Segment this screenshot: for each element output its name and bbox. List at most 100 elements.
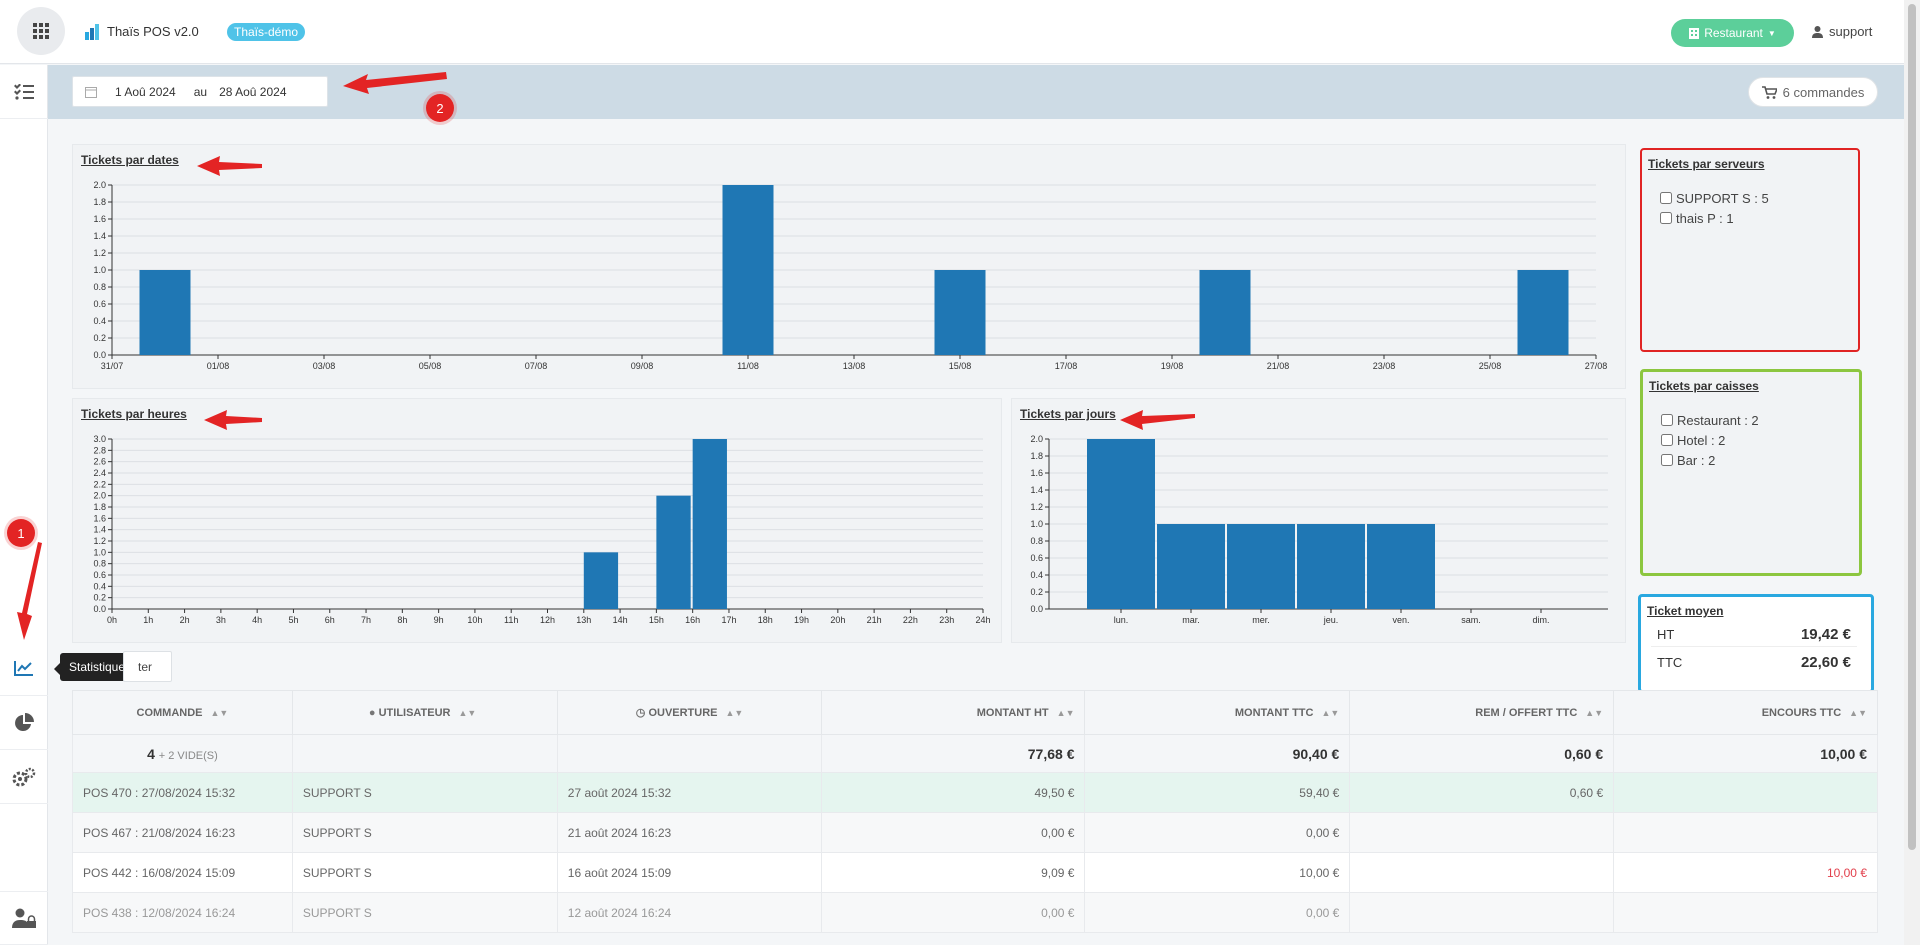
y-tick-label: 2.8 <box>93 445 106 455</box>
col-commande[interactable]: COMMANDE ▲▼ <box>72 690 293 735</box>
orders-table: COMMANDE ▲▼ ● UTILISATEUR ▲▼ ◷ OUVERTURE ▲▼… <box>72 690 1878 933</box>
ticket-moyen-panel: Ticket moyen HT 19,42 € TTC 22,60 € <box>1638 594 1874 693</box>
x-tick-label: 2h <box>180 615 190 625</box>
caisse-checkbox[interactable] <box>1661 434 1673 446</box>
col-montant-ttc[interactable]: MONTANT TTC ▲▼ <box>1084 690 1351 735</box>
y-tick-label: 0.6 <box>1030 553 1043 563</box>
y-tick-label: 1.2 <box>93 248 106 258</box>
bar <box>656 495 691 609</box>
servers-list: SUPPORT S : 5 thais P : 1 <box>1660 190 1769 230</box>
sort-icon: ▲▼ <box>210 707 229 718</box>
caisse-checkbox[interactable] <box>1661 414 1673 426</box>
x-tick-label: 16h <box>685 615 700 625</box>
x-tick-label: 1h <box>143 615 153 625</box>
x-tick-label: 18h <box>758 615 773 625</box>
ht-label: HT <box>1657 627 1675 642</box>
bar <box>934 270 986 355</box>
x-tick-label: 22h <box>903 615 918 625</box>
date-range-picker[interactable]: 1 Aoû 2024 au 28 Aoû 2024 <box>72 76 328 107</box>
y-tick-label: 1.6 <box>93 513 106 523</box>
x-tick-label: 0h <box>107 615 117 625</box>
col-utilisateur[interactable]: ● UTILISATEUR ▲▼ <box>291 690 558 735</box>
x-tick-label: 13/08 <box>843 361 866 371</box>
x-tick-label: mar. <box>1182 615 1200 625</box>
caisse-item[interactable]: Bar : 2 <box>1661 452 1759 468</box>
server-checkbox[interactable] <box>1660 192 1672 204</box>
y-tick-label: 1.2 <box>1030 502 1043 512</box>
y-tick-label: 1.0 <box>1030 519 1043 529</box>
y-tick-label: 0.6 <box>93 299 106 309</box>
ttc-label: TTC <box>1657 654 1683 670</box>
y-tick-label: 2.4 <box>93 468 106 478</box>
col-montant-ht[interactable]: MONTANT HT ▲▼ <box>820 690 1086 735</box>
y-tick-label: 0.6 <box>93 570 106 580</box>
caisses-list: Restaurant : 2 Hotel : 2 Bar : 2 <box>1661 412 1759 472</box>
page-scrollbar[interactable] <box>1904 0 1920 945</box>
x-tick-label: 7h <box>361 615 371 625</box>
x-tick-label: 24h <box>975 615 990 625</box>
server-item[interactable]: thais P : 1 <box>1660 210 1769 226</box>
bar <box>139 270 191 355</box>
y-tick-label: 1.2 <box>93 536 106 546</box>
table-row[interactable]: POS 442 : 16/08/2024 15:09 SUPPORT S 16 ao… <box>72 852 1878 893</box>
orders-count-button[interactable]: 6 commandes <box>1748 77 1878 107</box>
user-menu[interactable]: support <box>1812 24 1872 39</box>
sort-icon: ▲▼ <box>1585 707 1604 718</box>
chart-dates: 0.0 0.2 0.4 0.6 0.8 1.0 1.2 1.4 1.6 1.8 2.0 31/07 01… <box>93 180 1608 371</box>
y-tick-label: 0.0 <box>93 350 106 360</box>
y-tick-label: 2.0 <box>93 491 106 501</box>
table-row[interactable]: POS 470 : 27/08/2024 15:32 SUPPORT S 27 ao… <box>72 772 1878 813</box>
x-tick-label: 21/08 <box>1267 361 1290 371</box>
chart-line-icon <box>14 661 33 676</box>
col-rem-offert[interactable]: REM / OFFERT TTC ▲▼ <box>1349 690 1615 735</box>
x-tick-label: 27/08 <box>1585 361 1608 371</box>
sidebar <box>0 65 48 945</box>
y-tick-label: 0.0 <box>1030 604 1043 614</box>
table-row[interactable]: POS 438 : 12/08/2024 16:24 SUPPORT S 12 ao… <box>72 892 1878 933</box>
app-title: Thaïs POS v2.0 <box>107 24 199 39</box>
x-tick-label: 6h <box>325 615 335 625</box>
annotation-marker-1: 1 <box>7 519 35 547</box>
x-tick-label: ven. <box>1392 615 1409 625</box>
servers-title: Tickets par serveurs <box>1648 157 1765 171</box>
server-checkbox[interactable] <box>1660 212 1672 224</box>
x-tick-label: 10h <box>467 615 482 625</box>
demo-badge: Thaïs-démo <box>227 23 306 41</box>
y-tick-label: 1.0 <box>93 265 106 275</box>
y-tick-label: 1.6 <box>1030 468 1043 478</box>
chart-title-days: Tickets par jours <box>1020 407 1116 421</box>
restaurant-dropdown-button[interactable]: Restaurant ▼ <box>1671 19 1794 47</box>
table-row[interactable]: POS 467 : 21/08/2024 16:23 SUPPORT S 21 ao… <box>72 812 1878 853</box>
x-tick-label: 14h <box>613 615 628 625</box>
col-encours[interactable]: ENCOURS TTC ▲▼ <box>1613 690 1878 735</box>
x-tick-label: 20h <box>830 615 845 625</box>
sidebar-item-reports[interactable] <box>0 696 48 750</box>
col-ouverture[interactable]: ◷ OUVERTURE ▲▼ <box>556 690 822 735</box>
sidebar-item-statistiques[interactable] <box>0 641 48 696</box>
server-label: SUPPORT S : 5 <box>1676 190 1769 206</box>
x-tick-label: 15h <box>649 615 664 625</box>
cart-icon <box>1761 85 1777 99</box>
caisse-item[interactable]: Hotel : 2 <box>1661 432 1759 448</box>
y-tick-label: 0.0 <box>93 604 106 614</box>
caisse-item[interactable]: Restaurant : 2 <box>1661 412 1759 428</box>
y-tick-label: 0.4 <box>1030 570 1043 580</box>
export-button[interactable]: ter <box>123 651 172 682</box>
sidebar-item-user-admin[interactable] <box>0 891 48 945</box>
y-tick-label: 0.2 <box>1030 587 1043 597</box>
chart-panel-hours: Tickets par heures 0.0 0.2 0.4 0.6 0.8 1.0 1.2… <box>72 398 1002 643</box>
sidebar-item-checklist[interactable] <box>0 65 48 119</box>
sidebar-item-settings[interactable] <box>0 750 48 804</box>
y-tick-label: 2.2 <box>93 479 106 489</box>
x-tick-label: sam. <box>1461 615 1481 625</box>
apps-grid-button[interactable] <box>17 7 65 55</box>
x-tick-label: 17/08 <box>1055 361 1078 371</box>
y-tick-label: 1.0 <box>93 547 106 557</box>
bar <box>1087 439 1155 609</box>
sort-icon: ▲▼ <box>458 707 477 718</box>
user-name: support <box>1829 24 1873 39</box>
bar <box>1227 524 1295 609</box>
caisse-checkbox[interactable] <box>1661 454 1673 466</box>
scrollbar-thumb[interactable] <box>1908 4 1916 850</box>
server-item[interactable]: SUPPORT S : 5 <box>1660 190 1769 206</box>
